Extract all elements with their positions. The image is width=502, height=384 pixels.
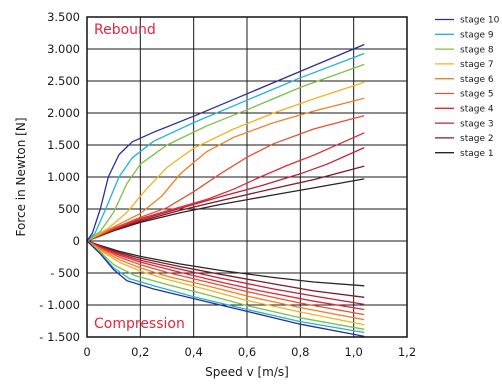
series-line-compression [86,240,365,316]
y-tick-label: 0 [73,234,80,248]
y-tick-label: - 1.000 [39,298,80,312]
series-line-compression [86,240,365,287]
legend-label: stage 1 [460,149,494,159]
y-tick-label: 2.000 [47,106,80,120]
legend-label: stage 5 [460,90,494,100]
series-line-compression [86,240,365,326]
annotation-compression: Compression [94,316,185,332]
series-lines [86,43,365,338]
series-line-compression [86,240,365,334]
x-tick-label: 0 [83,345,90,359]
legend-label: stage 4 [460,105,494,115]
series-line-rebound [86,97,365,242]
legend-label: stage 8 [460,45,494,55]
x-tick-label: 0,2 [131,345,149,359]
y-tick-label: 3.500 [47,10,80,24]
x-tick-label: 1,0 [345,345,363,359]
series-line-compression [86,240,365,298]
tick-labels: 0 0,2 0,4 0,6 0,8 1,0 1,2 - 1.500 - 1.000 - 500 0 5… [39,10,416,359]
series-line-compression [86,240,365,330]
series-line-compression [86,240,365,338]
y-tick-label: - 500 [50,266,80,280]
legend-label: stage 2 [460,134,494,144]
x-tick-label: 0,6 [238,345,256,359]
y-tick-label: 1.000 [47,170,80,184]
plot-frame [86,16,408,338]
x-tick-label: 1,2 [398,345,416,359]
y-tick-label: 2.500 [47,74,80,88]
x-tick-label: 0,8 [291,345,309,359]
annotation-rebound: Rebound [94,22,156,38]
legend-label: stage 9 [460,31,494,41]
series-line-rebound [86,165,365,242]
grid [86,16,408,338]
y-tick-label: 500 [58,202,80,216]
series-line-compression [86,240,365,306]
series-line-rebound [86,132,365,242]
series-line-rebound [86,63,365,242]
series-line-rebound [86,147,365,242]
legend-label: stage 6 [460,75,494,85]
series-line-rebound [86,52,365,242]
y-axis-label: Force in Newton [N] [14,117,28,236]
legend-label: stage 7 [460,60,494,70]
series-line-compression [86,240,365,321]
y-tick-label: 1.500 [47,138,80,152]
legend-label: stage 3 [460,119,494,129]
series-line-rebound [86,114,365,242]
series-line-compression [86,240,365,311]
legend: stage 10 stage 9 stage 8 stage 7 stage 6 stag… [435,16,500,159]
x-axis-label: Speed v [m/s] [205,365,289,379]
legend-label: stage 10 [460,16,500,26]
y-tick-label: 3.000 [47,42,80,56]
series-line-rebound [86,81,365,242]
y-tick-label: - 1.500 [39,330,80,344]
series-line-rebound [86,178,365,242]
x-tick-label: 0,4 [185,345,203,359]
series-line-rebound [86,43,365,242]
